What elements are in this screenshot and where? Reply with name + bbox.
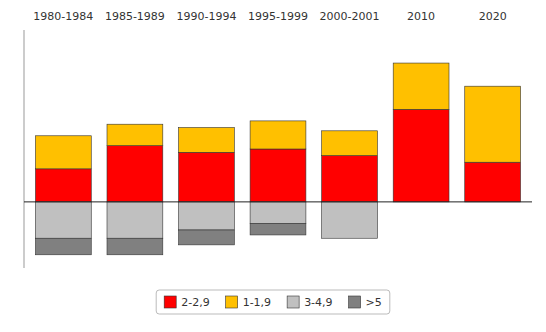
chart-svg: 1980-1984 1985-1989 1990-1994 1995-1999 2000… [0,0,546,332]
bar-segment [107,124,163,145]
bar-segment [465,162,521,202]
x-tick-label: 1985-1989 [105,10,165,23]
bar-segment [107,202,163,238]
legend-item: 3-4,9 [287,296,332,309]
page: {"chart_data": {"type": "bar", "stacked"… [0,0,546,332]
bars [35,63,520,255]
x-tick-label: 2020 [479,10,507,23]
bar-segment [465,86,521,162]
legend-swatch [164,296,176,308]
legend-label: 3-4,9 [304,296,332,309]
bar-segment [322,156,378,202]
bar-segment [179,152,235,202]
legend-swatch [349,296,361,308]
y-axis-line [24,30,25,268]
bar-segment [35,238,91,255]
x-tick-label: 1990-1994 [176,10,236,23]
legend: 2-2,9 1-1,9 3-4,9 >5 [156,290,390,314]
bar-segment [35,169,91,202]
bar-segment [179,128,235,153]
legend-label: 1-1,9 [243,296,271,309]
bar-segment [393,109,449,202]
legend-label: >5 [366,296,382,309]
bar-segment [107,238,163,255]
bar-segment [465,86,521,87]
bar-segment [322,202,378,238]
legend-item: 1-1,9 [226,296,271,309]
bar-segment [465,86,521,87]
legend-label: 2-2,9 [181,296,209,309]
bar-segment [322,131,378,156]
bar-segment [179,230,235,245]
bar-segment [393,63,449,109]
chart-container: 1980-1984 1985-1989 1990-1994 1995-1999 2000… [0,0,546,332]
x-tick-label: 1980-1984 [33,10,93,23]
bar-segment [250,121,306,149]
bar-segment [250,149,306,202]
bar-segment [393,63,449,64]
x-tick-label: 1995-1999 [248,10,308,23]
bar-segment [35,136,91,169]
zero-line [24,201,532,202]
legend-frame [156,290,390,314]
legend-swatch [287,296,299,308]
x-tick-label: 2010 [407,10,435,23]
bar-segment [393,63,449,64]
x-tick-label: 2000-2001 [320,10,380,23]
bar-segment [179,202,235,230]
bar-segment [107,146,163,202]
bar-segment [35,202,91,238]
legend-item: 2-2,9 [164,296,209,309]
bar-segment [250,223,306,235]
bar-segment [322,130,378,131]
legend-item: >5 [349,296,382,309]
bar-segment [250,202,306,223]
legend-swatch [226,296,238,308]
